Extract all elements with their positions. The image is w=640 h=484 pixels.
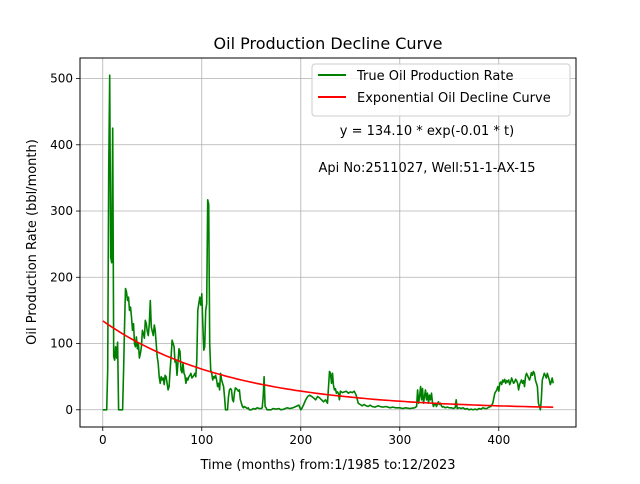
legend-label-exponential-fit: Exponential Oil Decline Curve: [357, 91, 551, 106]
tick-layer: 0 100 200 300 400 0 100 200 300 400 500: [50, 72, 510, 447]
x-tick-label: 0: [99, 433, 107, 447]
y-tick-label: 300: [50, 204, 73, 218]
fit-equation-annotation: y = 134.10 * exp(-0.01 * t): [340, 124, 514, 139]
plot-area-frame: [79, 57, 577, 428]
y-tick-label: 100: [50, 337, 73, 351]
y-tick-label: 0: [65, 403, 73, 417]
y-axis-label: Oil Production Rate (bbl/month): [25, 139, 40, 345]
x-tick-label: 100: [190, 433, 213, 447]
chart-title: Oil Production Decline Curve: [214, 34, 443, 53]
legend: True Oil Production Rate Exponential Oil…: [311, 63, 571, 117]
x-tick-label: 300: [388, 433, 411, 447]
series-line-exponential-fit: [102, 320, 554, 408]
y-tick-label: 400: [50, 138, 73, 152]
series-line-true-rate: [102, 74, 554, 411]
legend-label-true-rate: True Oil Production Rate: [356, 69, 513, 84]
y-tick-label: 500: [50, 72, 73, 86]
series-layer: [102, 74, 554, 411]
x-tick-label: 200: [289, 433, 312, 447]
legend-box: [311, 63, 571, 117]
x-tick-label: 400: [487, 433, 510, 447]
y-tick-label: 200: [50, 270, 73, 284]
x-axis-label: Time (months) from:1/1985 to:12/2023: [199, 458, 455, 473]
well-info-annotation: Api No:2511027, Well:51-1-AX-15: [318, 161, 535, 176]
